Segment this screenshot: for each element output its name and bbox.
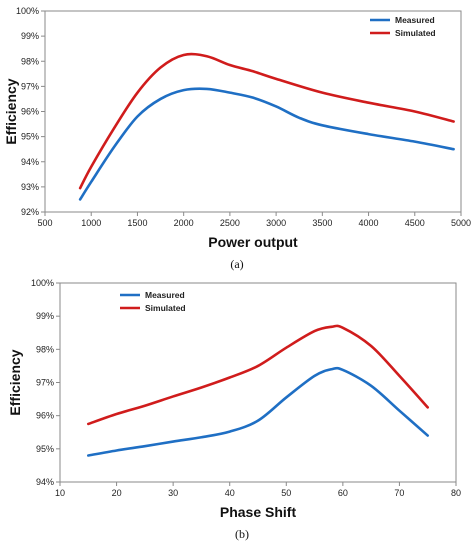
- x-tick-label: 50: [281, 488, 291, 498]
- x-tick-label: 2000: [174, 218, 194, 228]
- x-tick-label: 1000: [81, 218, 101, 228]
- plot-frame-1: [59, 282, 457, 483]
- x-tick-label: 1500: [127, 218, 147, 228]
- y-tick-label: 100%: [16, 6, 39, 16]
- x-tick-label: 10: [55, 488, 65, 498]
- legend-label-simulated: Simulated: [145, 303, 186, 313]
- y-tick-label: 95%: [21, 132, 39, 142]
- y-tick-label: 95%: [36, 444, 54, 454]
- y-tick-label: 93%: [21, 182, 39, 192]
- legend-label-measured: Measured: [395, 15, 435, 25]
- series-line-simulated: [78, 52, 455, 190]
- x-tick-label: 4000: [359, 218, 379, 228]
- y-tick-label: 98%: [21, 56, 39, 66]
- plot-frame-0: [44, 10, 462, 213]
- y-tick-label: 96%: [21, 107, 39, 117]
- chart-caption: (a): [230, 257, 243, 271]
- x-tick-label: 2500: [220, 218, 240, 228]
- y-axis-title: Efficiency: [7, 349, 23, 415]
- x-tick-label: 30: [168, 488, 178, 498]
- x-tick-label: 80: [451, 488, 461, 498]
- series-line-measured: [78, 87, 455, 201]
- y-tick-label: 99%: [36, 311, 54, 321]
- x-tick-label: 500: [37, 218, 52, 228]
- x-tick-label: 3000: [266, 218, 286, 228]
- series-line-simulated: [86, 324, 430, 426]
- x-tick-label: 40: [225, 488, 235, 498]
- legend-label-simulated: Simulated: [395, 28, 436, 38]
- y-tick-label: 97%: [36, 378, 54, 388]
- y-tick-label: 94%: [36, 477, 54, 487]
- x-axis-title: Power output: [208, 234, 298, 250]
- x-tick-label: 60: [338, 488, 348, 498]
- series-line-measured: [86, 366, 430, 457]
- y-tick-label: 97%: [21, 81, 39, 91]
- x-tick-label: 20: [112, 488, 122, 498]
- y-tick-label: 94%: [21, 157, 39, 167]
- legend-label-measured: Measured: [145, 290, 185, 300]
- x-tick-label: 70: [394, 488, 404, 498]
- y-tick-label: 99%: [21, 31, 39, 41]
- y-tick-label: 96%: [36, 411, 54, 421]
- y-axis-title: Efficiency: [3, 78, 19, 144]
- x-tick-label: 5000: [451, 218, 471, 228]
- x-axis-title: Phase Shift: [220, 504, 297, 520]
- x-tick-label: 3500: [312, 218, 332, 228]
- y-tick-label: 98%: [36, 344, 54, 354]
- y-tick-label: 92%: [21, 207, 39, 217]
- y-tick-label: 100%: [31, 278, 54, 288]
- x-tick-label: 4500: [405, 218, 425, 228]
- chart-caption: (b): [235, 527, 249, 541]
